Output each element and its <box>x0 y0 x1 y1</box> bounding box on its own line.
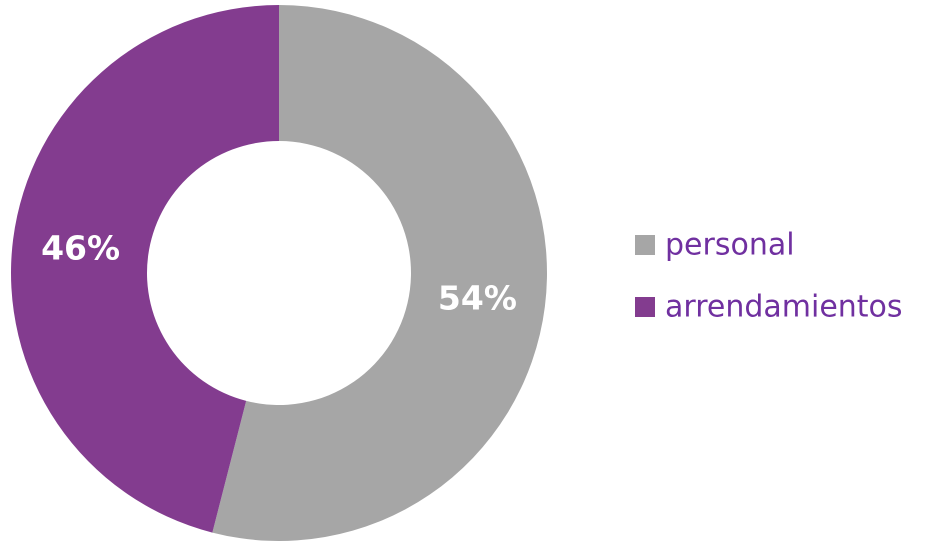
legend-swatch-personal <box>635 235 655 255</box>
slice-label-personal: 54% <box>438 279 517 318</box>
legend-label-personal: personal <box>665 228 795 263</box>
slice-labels: 54% 46% <box>41 228 517 317</box>
legend-swatch-arrendamientos <box>635 297 655 317</box>
legend-label-arrendamientos: arrendamientos <box>665 290 903 325</box>
slice-personal <box>212 5 548 541</box>
slice-arrendamientos <box>11 5 279 533</box>
slice-label-arrendamientos: 46% <box>41 228 120 267</box>
donut-slices <box>11 5 548 541</box>
legend: personal arrendamientos <box>635 228 903 325</box>
